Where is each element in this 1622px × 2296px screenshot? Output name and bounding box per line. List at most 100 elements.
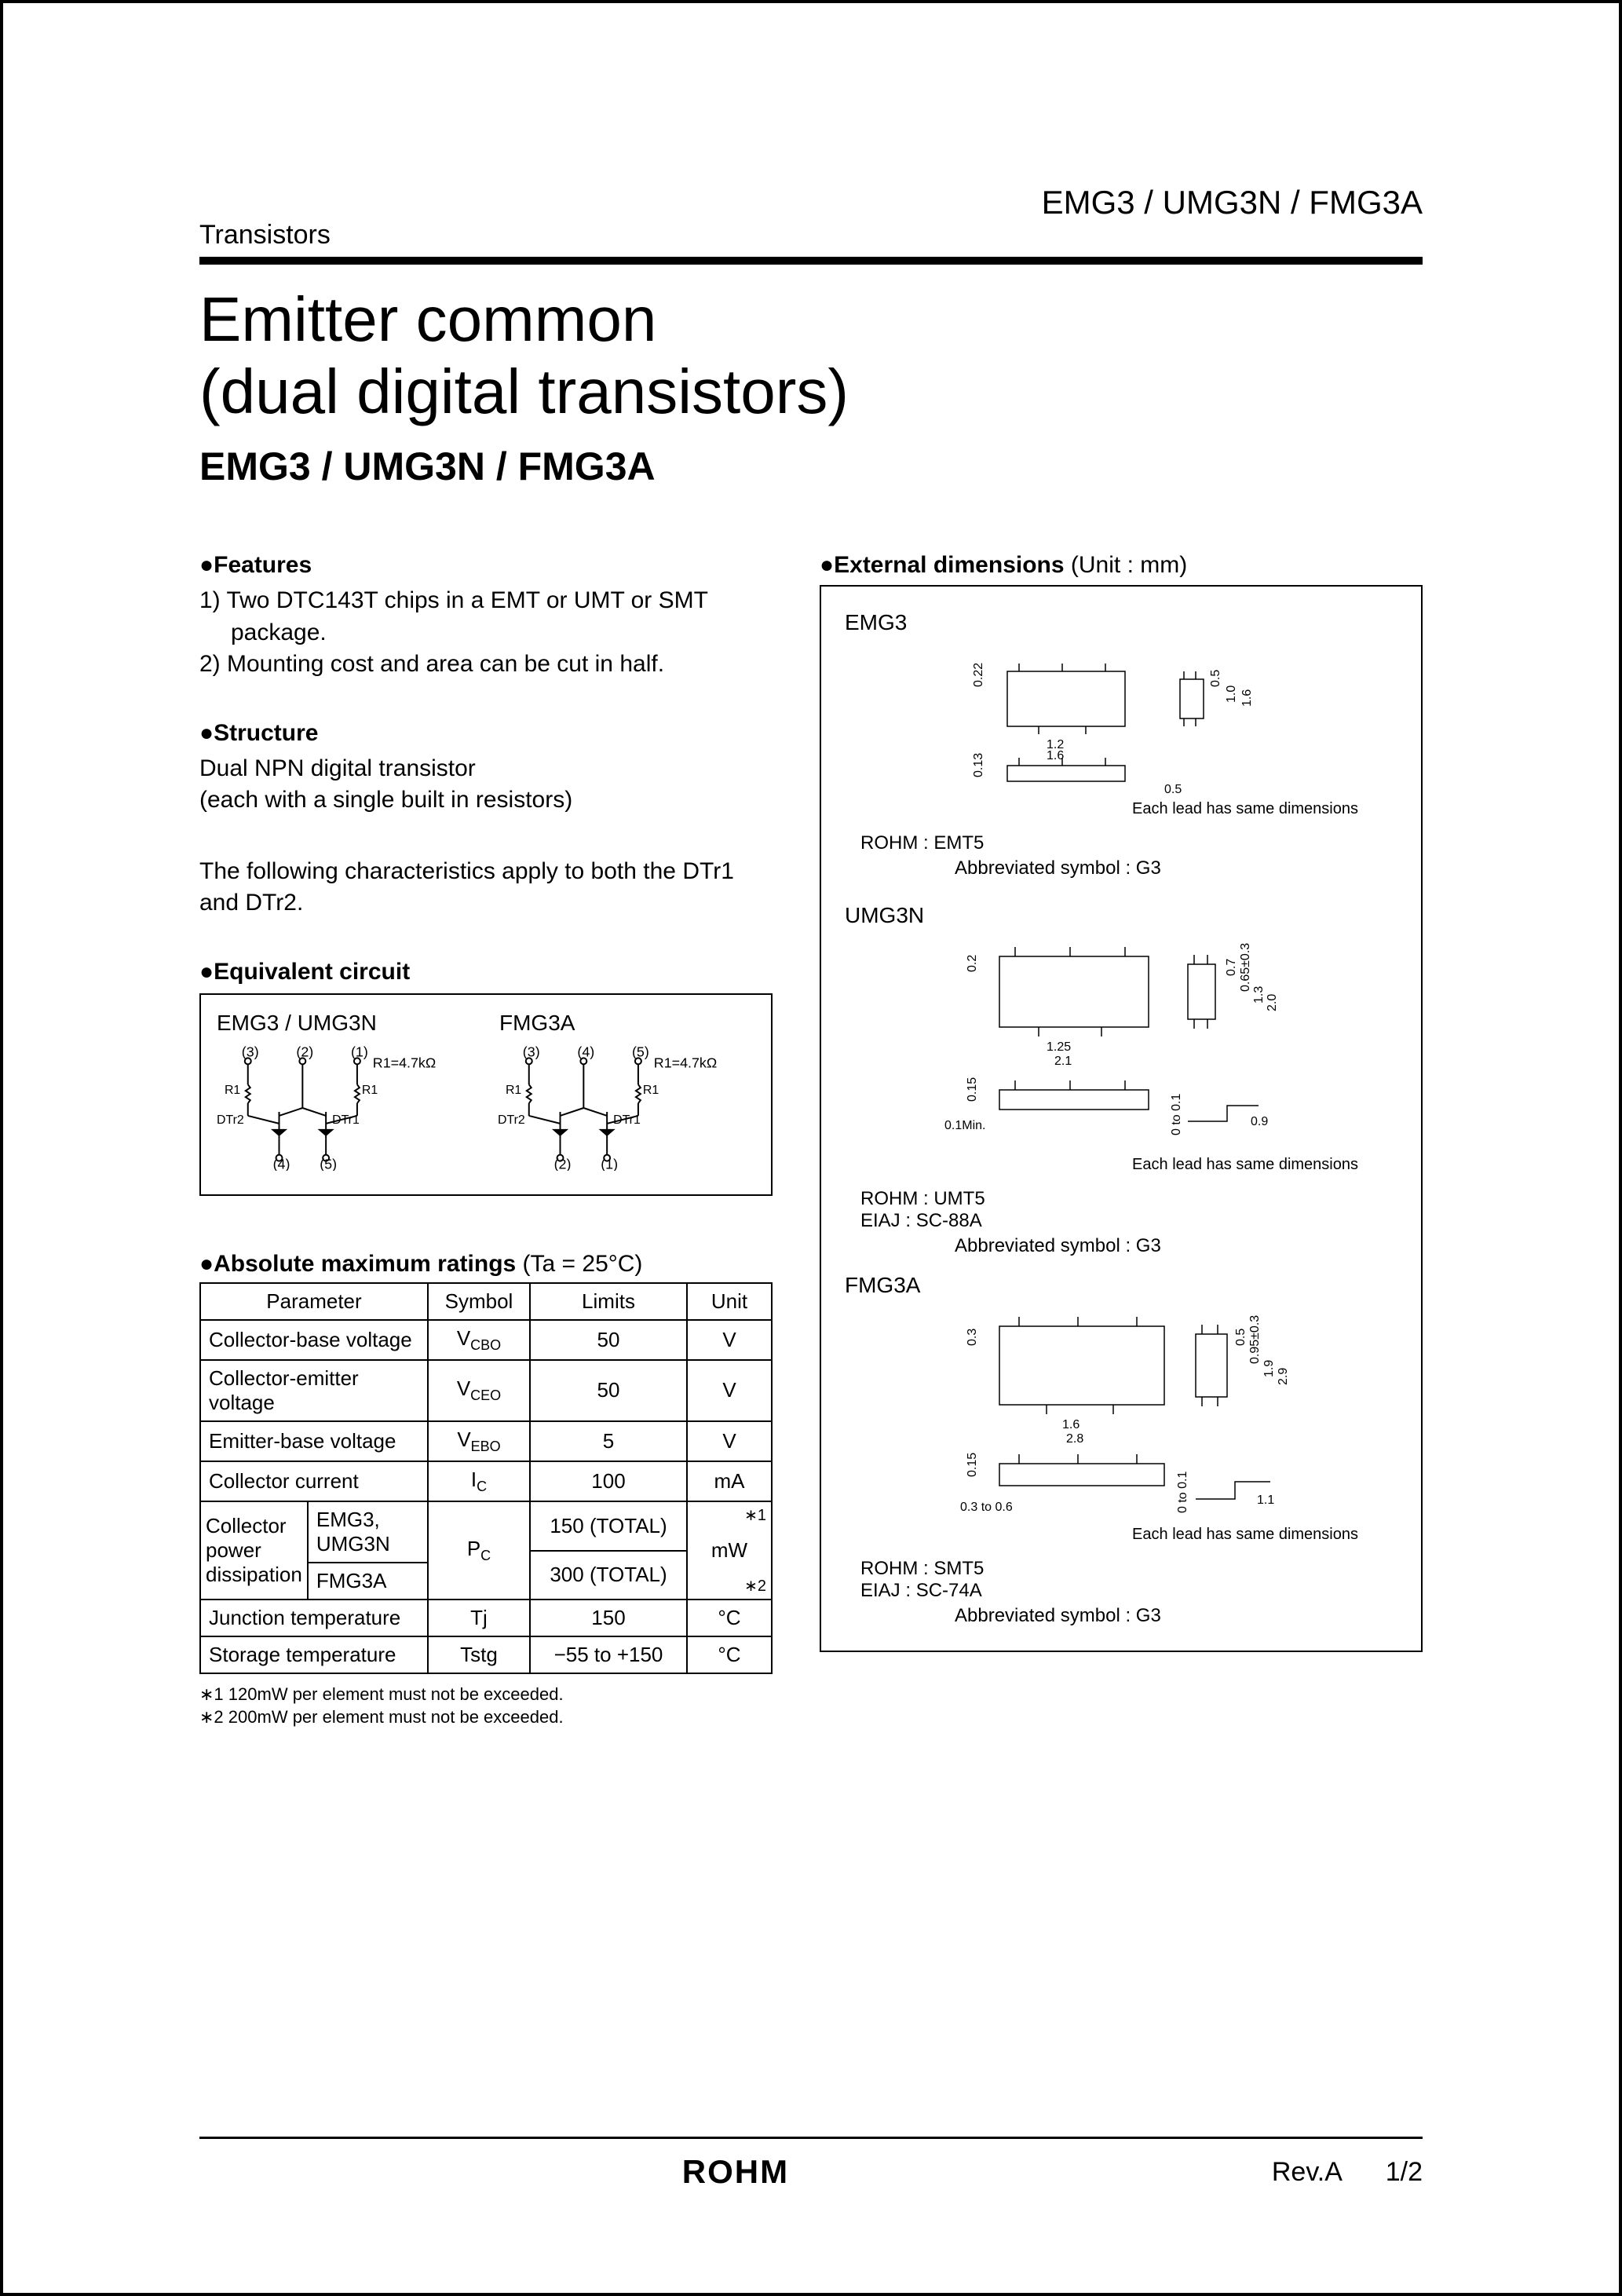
structure-line-2: (each with a single built in resistors) [199, 787, 572, 813]
svg-text:(4): (4) [577, 1045, 594, 1059]
svg-text:0.2: 0.2 [966, 955, 979, 972]
page-number: 1/2 [1386, 2157, 1423, 2187]
svg-text:R1: R1 [506, 1084, 521, 1097]
svg-text:0.3 to 0.6: 0.3 to 0.6 [960, 1501, 1013, 1514]
umg3n-lead-note: Each lead has same dimensions [845, 1156, 1405, 1174]
svg-text:1.0: 1.0 [1225, 686, 1238, 703]
title-line-1: Emitter common [199, 284, 656, 354]
table-row: Collector-base voltage VCBO 50 V [200, 1320, 772, 1360]
svg-text:(2): (2) [296, 1045, 313, 1059]
svg-text:0.95±0.3: 0.95±0.3 [1248, 1315, 1262, 1364]
table-row: Collector current IC 100 mA [200, 1461, 772, 1501]
svg-text:DTr1: DTr1 [332, 1113, 360, 1126]
structure-body: Dual NPN digital transistor (each with a… [199, 753, 773, 817]
svg-text:DTr2: DTr2 [217, 1113, 244, 1126]
circuit-label-a: EMG3 / UMG3N [217, 1011, 499, 1036]
svg-text:2.9: 2.9 [1277, 1368, 1290, 1385]
table-row: Collector power dissipation EMG3, UMG3N … [200, 1501, 772, 1551]
feature-1: 1) Two DTC143T chips in a EMT or UMT or … [199, 587, 708, 613]
svg-text:(5): (5) [632, 1045, 649, 1059]
footnote-2: ∗2 200mW per element must not be exceede… [199, 1707, 564, 1727]
table-row: Collector-emitter voltage VCEO 50 V [200, 1360, 772, 1421]
fmg3a-lead-note: Each lead has same dimensions [845, 1526, 1405, 1544]
svg-text:R1=4.7kΩ: R1=4.7kΩ [654, 1055, 717, 1070]
features-heading: ●Features [199, 552, 773, 579]
svg-text:(3): (3) [523, 1045, 540, 1059]
umg3n-rohm-note: ROHM : UMT5 EIAJ : SC-88A Abbreviated sy… [860, 1188, 1405, 1257]
svg-text:0.15: 0.15 [966, 1453, 979, 1477]
footnote-1: ∗1 120mW per element must not be exceede… [199, 1684, 564, 1704]
svg-text:0.22: 0.22 [972, 663, 985, 687]
ratings-table: Parameter Symbol Limits Unit Collector-b… [199, 1282, 773, 1675]
col-parameter: Parameter [200, 1283, 428, 1320]
svg-text:0.5: 0.5 [1164, 783, 1182, 796]
svg-text:0.15: 0.15 [966, 1077, 979, 1102]
characteristics-note: The following characteristics apply to b… [199, 856, 773, 919]
dimensions-heading: ●External dimensions (Unit : mm) [820, 552, 1423, 579]
page: EMG3 / UMG3N / FMG3A Transistors Emitter… [0, 0, 1622, 2296]
svg-text:R1: R1 [362, 1084, 378, 1097]
svg-text:2.1: 2.1 [1054, 1055, 1072, 1068]
left-column: ●Features 1) Two DTC143T chips in a EMT … [199, 552, 773, 1728]
svg-text:0.65±0.3: 0.65±0.3 [1239, 943, 1252, 992]
svg-text:0.7: 0.7 [1225, 959, 1238, 976]
svg-text:0 to 0.1: 0 to 0.1 [1170, 1094, 1183, 1135]
pkg-fmg3a-label: FMG3A [845, 1273, 1405, 1298]
svg-text:R1: R1 [225, 1084, 240, 1097]
svg-text:0.5: 0.5 [1234, 1329, 1248, 1346]
svg-text:(4): (4) [273, 1156, 290, 1170]
page-title: Emitter common (dual digital transistors… [199, 283, 1423, 428]
svg-text:0 to 0.1: 0 to 0.1 [1176, 1472, 1189, 1513]
pkg-emg3-drawing: 0.22 0.13 1.2 1.6 0.5 1.0 1.6 0.5 [890, 640, 1361, 805]
pkg-umg3n-label: UMG3N [845, 903, 1405, 928]
emg3-rohm-note: ROHM : EMT5 Abbreviated symbol : G3 [860, 832, 1405, 879]
pkg-emg3-label: EMG3 [845, 610, 1405, 635]
feature-2: 2) Mounting cost and area can be cut in … [199, 651, 664, 677]
category-label: Transistors [199, 220, 1423, 250]
table-row: Junction temperature Tj 150 °C [200, 1600, 772, 1636]
emg3-lead-note: Each lead has same dimensions [845, 800, 1405, 818]
svg-text:1.6: 1.6 [1047, 749, 1064, 762]
svg-text:1.25: 1.25 [1047, 1040, 1071, 1054]
structure-heading: ●Structure [199, 720, 773, 747]
rohm-logo: ROHM [682, 2153, 789, 2191]
svg-text:0.1Min.: 0.1Min. [944, 1119, 985, 1132]
ratings-footnotes: ∗1 120mW per element must not be exceede… [199, 1684, 773, 1728]
dimensions-box: EMG3 0.22 0.13 1.2 1.6 [820, 585, 1423, 1652]
svg-text:R1: R1 [643, 1084, 659, 1097]
svg-text:(2): (2) [554, 1156, 572, 1170]
svg-text:(1): (1) [351, 1045, 368, 1059]
svg-text:0.5: 0.5 [1209, 670, 1222, 687]
title-line-2: (dual digital transistors) [199, 356, 849, 426]
header-part-numbers: EMG3 / UMG3N / FMG3A [1042, 184, 1423, 221]
right-column: ●External dimensions (Unit : mm) EMG3 [820, 552, 1423, 1728]
svg-text:0.3: 0.3 [966, 1329, 979, 1346]
svg-text:(3): (3) [242, 1045, 259, 1059]
circuit-b-svg: (3) (4) (5) (2) (1) R1=4.7kΩ R1 R1 DTr2 … [498, 1045, 755, 1171]
ratings-heading: ●Absolute maximum ratings (Ta = 25°C) [199, 1251, 773, 1278]
svg-text:1.9: 1.9 [1262, 1360, 1276, 1377]
table-row: Storage temperature Tstg −55 to +150 °C [200, 1636, 772, 1673]
feature-1-cont: package. [199, 617, 773, 649]
svg-text:DTr1: DTr1 [613, 1113, 641, 1126]
svg-text:1.3: 1.3 [1252, 986, 1266, 1004]
pkg-umg3n-drawing: 0.2 0.15 1.25 2.1 0.7 0.65±0.3 1.3 2.0 0… [890, 933, 1361, 1161]
page-footer: ROHM Rev.A 1/2 [199, 2137, 1423, 2191]
features-body: 1) Two DTC143T chips in a EMT or UMT or … [199, 585, 773, 681]
circuit-label-b: FMG3A [499, 1011, 575, 1036]
equivalent-circuit-box: EMG3 / UMG3N FMG3A [199, 993, 773, 1196]
svg-text:DTr2: DTr2 [498, 1113, 525, 1126]
svg-text:1.1: 1.1 [1257, 1493, 1274, 1507]
equivalent-circuit-heading: ●Equivalent circuit [199, 959, 773, 985]
svg-text:2.0: 2.0 [1266, 994, 1279, 1011]
pkg-fmg3a-drawing: 0.3 0.15 1.6 2.8 0.5 0.95±0.3 1.9 2.9 0.… [890, 1303, 1361, 1530]
svg-text:(1): (1) [601, 1156, 618, 1170]
col-symbol: Symbol [428, 1283, 530, 1320]
col-unit: Unit [687, 1283, 772, 1320]
header-rule [199, 257, 1423, 265]
svg-text:2.8: 2.8 [1066, 1432, 1083, 1446]
revision-label: Rev.A [1272, 2157, 1341, 2187]
svg-text:R1=4.7kΩ: R1=4.7kΩ [373, 1055, 436, 1070]
fmg3a-rohm-note: ROHM : SMT5 EIAJ : SC-74A Abbreviated sy… [860, 1558, 1405, 1627]
table-row: Emitter-base voltage VEBO 5 V [200, 1421, 772, 1461]
